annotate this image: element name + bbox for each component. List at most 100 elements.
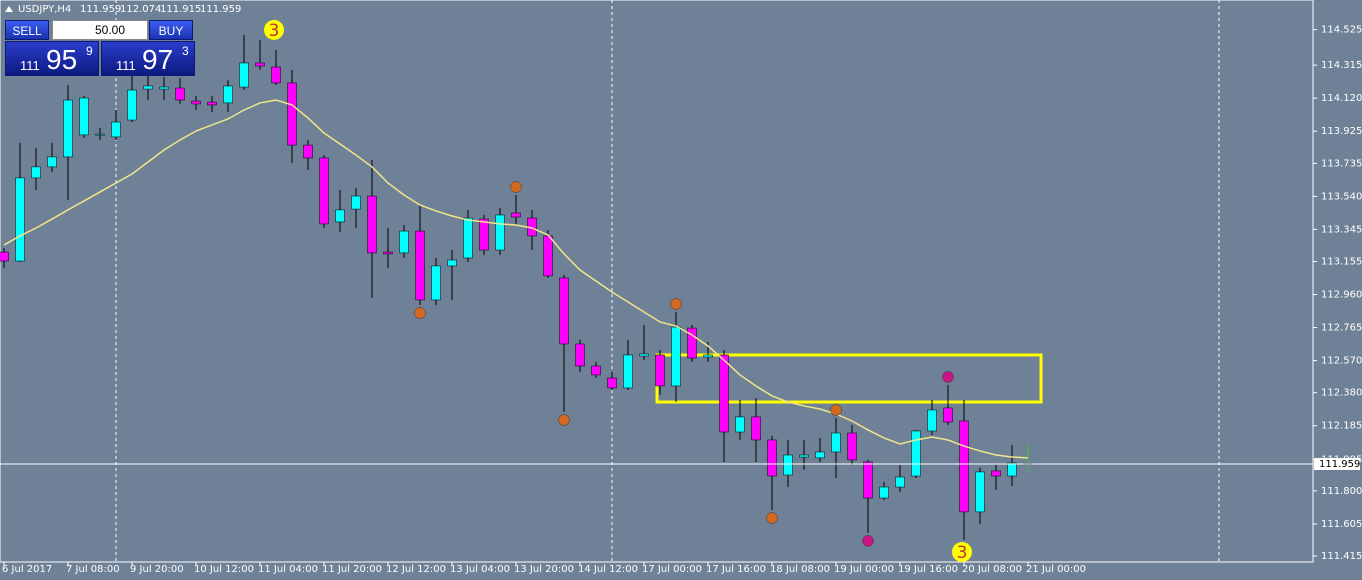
bull-body: [799, 454, 809, 458]
x-tick-label: 7 Jul 08:00: [66, 564, 120, 575]
trade-panel: SELL 50.00 BUY 111 95 9 111 97 3: [5, 20, 195, 76]
bull-body: [431, 265, 441, 301]
moving-average: [3, 99, 1029, 459]
current-price-box: [1314, 457, 1360, 470]
x-tick-label: 12 Jul 12:00: [386, 564, 446, 575]
y-tick-label: 111.605: [1321, 519, 1362, 530]
x-tick-label: 19 Jul 00:00: [834, 564, 894, 575]
bear-body: [575, 343, 585, 367]
bull-body: [111, 121, 121, 138]
y-tick-label: 111.415: [1321, 551, 1362, 562]
lot-input[interactable]: 50.00: [52, 20, 148, 40]
bull-body: [831, 432, 841, 453]
y-tick-label: 113.155: [1321, 257, 1362, 268]
bull-body: [143, 85, 153, 90]
bear-body: [287, 82, 297, 146]
bear-body: [511, 212, 521, 218]
bear-body: [319, 157, 329, 225]
y-tick-label: 112.185: [1321, 421, 1362, 432]
x-tick-label: 11 Jul 20:00: [322, 564, 382, 575]
y-tick-label: 113.540: [1321, 191, 1362, 202]
bear-body: [687, 327, 697, 359]
buy-button[interactable]: BUY: [149, 20, 193, 40]
fractal-marker: [670, 298, 682, 310]
bear-body: [207, 101, 217, 106]
bull-body: [95, 133, 105, 136]
bear-body: [415, 230, 425, 301]
wave-marker: [952, 541, 972, 562]
bull-body: [911, 430, 921, 477]
bull-body: [31, 166, 41, 179]
header-price: 111.959: [80, 4, 121, 15]
bear-body: [303, 144, 313, 159]
bull-body: [975, 471, 985, 513]
bear-body: [191, 100, 201, 105]
bear-body: [943, 407, 953, 423]
menu-arrow[interactable]: [5, 6, 13, 12]
bull-body: [63, 99, 73, 158]
wave-label: 3: [269, 21, 280, 41]
wave-label: 3: [957, 543, 968, 563]
bear-body: [767, 439, 777, 477]
y-tick-label: 112.960: [1321, 290, 1362, 301]
bull-body: [335, 209, 345, 223]
x-tick-label: 21 Jul 00:00: [1026, 564, 1086, 575]
bear-body: [543, 235, 553, 277]
bull-body: [735, 416, 745, 433]
y-tick-label: 113.925: [1321, 126, 1362, 137]
bear-body: [751, 416, 761, 441]
marks: 111.959112.074111.915111.959114.525114.3…: [0, 4, 1362, 575]
header-price: 111.959: [200, 4, 241, 15]
y-tick-label: 114.525: [1321, 25, 1362, 36]
bear-body: [367, 195, 377, 254]
y-tick-label: 112.765: [1321, 323, 1362, 334]
x-tick-label: 13 Jul 04:00: [450, 564, 510, 575]
bull-body: [623, 354, 633, 389]
x-tick-label: 11 Jul 04:00: [258, 564, 318, 575]
x-tick-label: 9 Jul 20:00: [130, 564, 184, 575]
bull-body: [463, 217, 473, 259]
fractal-marker: [414, 307, 426, 319]
fractal-marker: [862, 535, 874, 547]
x-tick-label: 19 Jul 16:00: [898, 564, 958, 575]
price-big: 111: [116, 58, 136, 73]
current-price-label: 111.959: [1319, 459, 1360, 470]
y-tick-label: 112.570: [1321, 356, 1362, 367]
bull-body: [815, 451, 825, 459]
bull-body: [671, 326, 681, 387]
bear-body: [847, 432, 857, 461]
bull-body: [447, 259, 457, 267]
buy-price[interactable]: 111 97 3: [101, 41, 195, 76]
y-tick-label: 112.380: [1321, 388, 1362, 399]
plot-frame: [0, 0, 1314, 563]
bull-body: [895, 476, 905, 488]
bull-body: [399, 230, 409, 254]
bear-body: [863, 461, 873, 499]
bear-body: [719, 354, 729, 433]
bull-body: [15, 177, 25, 262]
price-pips: 97: [142, 44, 174, 75]
y-tick-label: 114.120: [1321, 93, 1362, 104]
sell-button[interactable]: SELL: [5, 20, 49, 40]
y-tick-label: 113.735: [1321, 158, 1362, 169]
price-point: 9: [86, 44, 93, 58]
bear-body: [383, 251, 393, 255]
sell-price[interactable]: 111 95 9: [5, 41, 99, 76]
x-tick-label: 6 Jul 2017: [2, 564, 52, 575]
bear-body: [591, 365, 601, 376]
fractal-marker: [558, 414, 570, 426]
bull-body: [239, 62, 249, 88]
bear-body: [255, 62, 265, 67]
bear-body: [959, 420, 969, 513]
fractal-marker: [766, 512, 778, 524]
bull-body: [703, 354, 713, 358]
x-tick-label: 17 Jul 16:00: [706, 564, 766, 575]
x-tick-label: 10 Jul 12:00: [194, 564, 254, 575]
bull-body: [127, 89, 137, 121]
y-tick-label: 113.345: [1321, 224, 1362, 235]
price-point: 3: [182, 44, 189, 58]
x-tick-label: 13 Jul 20:00: [514, 564, 574, 575]
bull-body: [495, 214, 505, 251]
fractal-marker: [510, 181, 522, 193]
